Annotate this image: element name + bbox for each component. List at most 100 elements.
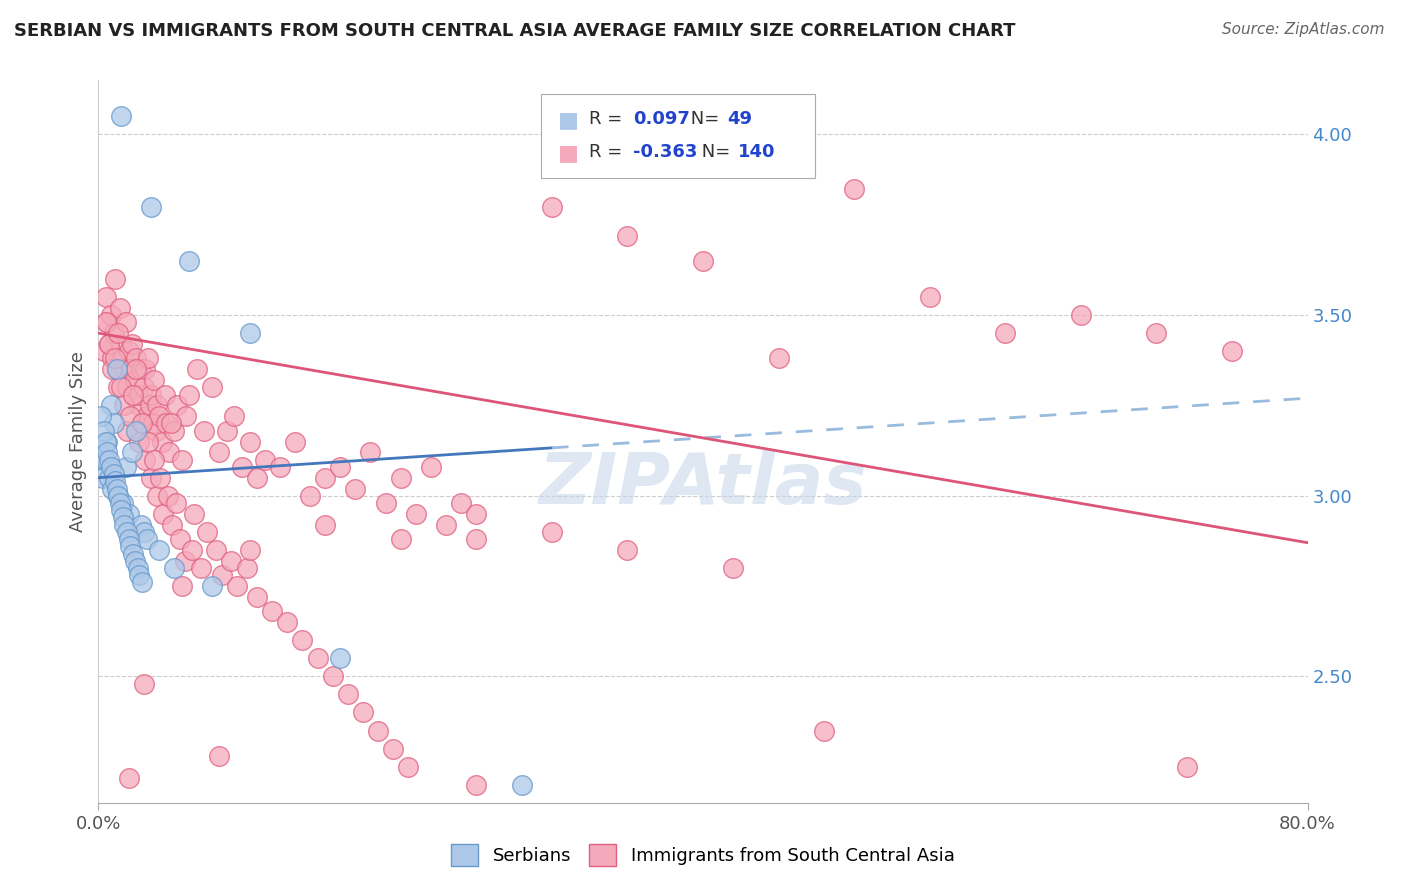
Point bbox=[111, 510, 134, 524]
Point bbox=[1175, 759, 1198, 773]
Point bbox=[201, 380, 224, 394]
Point bbox=[163, 424, 186, 438]
Point bbox=[107, 326, 129, 341]
Point bbox=[111, 351, 134, 366]
Point bbox=[1220, 344, 1243, 359]
Point bbox=[918, 290, 941, 304]
Point bbox=[98, 337, 121, 351]
Point bbox=[108, 301, 131, 315]
Point bbox=[143, 452, 166, 467]
Point bbox=[128, 568, 150, 582]
Point bbox=[104, 351, 127, 366]
Text: R =: R = bbox=[589, 143, 628, 161]
Point bbox=[148, 543, 170, 558]
Text: -0.363: -0.363 bbox=[633, 143, 697, 161]
Point bbox=[91, 471, 114, 485]
Point bbox=[127, 561, 149, 575]
Point bbox=[179, 387, 201, 401]
Point bbox=[107, 380, 129, 394]
Point bbox=[128, 387, 150, 401]
Point bbox=[299, 489, 322, 503]
Point bbox=[142, 417, 165, 431]
Point bbox=[181, 543, 204, 558]
Point bbox=[389, 471, 412, 485]
Point bbox=[118, 771, 141, 785]
Point bbox=[382, 741, 405, 756]
Point bbox=[98, 471, 121, 485]
Point bbox=[155, 417, 177, 431]
Point bbox=[284, 434, 307, 449]
Point bbox=[114, 315, 136, 329]
Point bbox=[405, 507, 427, 521]
Point bbox=[768, 351, 790, 366]
Text: R =: R = bbox=[589, 110, 628, 128]
Point bbox=[195, 524, 218, 539]
Point bbox=[112, 398, 135, 412]
Point bbox=[231, 459, 253, 474]
Point bbox=[120, 539, 142, 553]
Text: N=: N= bbox=[685, 110, 724, 128]
Point bbox=[246, 471, 269, 485]
Point bbox=[262, 604, 284, 618]
Point bbox=[96, 445, 118, 459]
Point bbox=[125, 424, 148, 438]
Point bbox=[215, 424, 238, 438]
Point bbox=[98, 452, 121, 467]
Point bbox=[141, 471, 163, 485]
Point bbox=[129, 362, 152, 376]
Point bbox=[136, 434, 159, 449]
Point bbox=[129, 517, 152, 532]
Point bbox=[110, 380, 132, 394]
Point bbox=[190, 561, 212, 575]
Point bbox=[110, 503, 132, 517]
Point bbox=[121, 445, 143, 459]
Text: 49: 49 bbox=[727, 110, 752, 128]
Point bbox=[110, 110, 132, 124]
Point bbox=[465, 532, 488, 546]
Point bbox=[205, 543, 228, 558]
Point bbox=[329, 459, 352, 474]
Point bbox=[132, 380, 155, 394]
Point bbox=[115, 424, 138, 438]
Point bbox=[131, 417, 153, 431]
Point bbox=[159, 445, 181, 459]
Point bbox=[389, 532, 412, 546]
Point bbox=[131, 417, 153, 431]
Point bbox=[131, 575, 153, 590]
Point bbox=[1070, 308, 1092, 322]
Point bbox=[122, 387, 145, 401]
Point bbox=[360, 445, 382, 459]
Point bbox=[224, 409, 246, 424]
Point bbox=[156, 489, 179, 503]
Point bbox=[105, 482, 128, 496]
Point bbox=[100, 398, 122, 412]
Point bbox=[153, 387, 176, 401]
Point bbox=[90, 409, 112, 424]
Point bbox=[110, 337, 132, 351]
Point bbox=[314, 471, 336, 485]
Point bbox=[844, 182, 866, 196]
Point bbox=[1146, 326, 1168, 341]
Point bbox=[93, 424, 115, 438]
Point bbox=[101, 362, 124, 376]
Point bbox=[510, 778, 533, 792]
Point bbox=[98, 337, 121, 351]
Point bbox=[112, 517, 135, 532]
Point bbox=[314, 517, 336, 532]
Point bbox=[239, 326, 262, 341]
Point bbox=[201, 579, 224, 593]
Point bbox=[235, 561, 257, 575]
Point bbox=[135, 532, 157, 546]
Point bbox=[221, 554, 243, 568]
Point bbox=[94, 315, 117, 329]
Point bbox=[118, 532, 141, 546]
Point bbox=[239, 434, 262, 449]
Point bbox=[163, 561, 186, 575]
Point bbox=[148, 409, 170, 424]
Point bbox=[104, 475, 127, 489]
Point bbox=[169, 532, 191, 546]
Point bbox=[107, 489, 129, 503]
Point bbox=[105, 362, 128, 376]
Text: ■: ■ bbox=[558, 143, 579, 162]
Point bbox=[246, 590, 269, 604]
